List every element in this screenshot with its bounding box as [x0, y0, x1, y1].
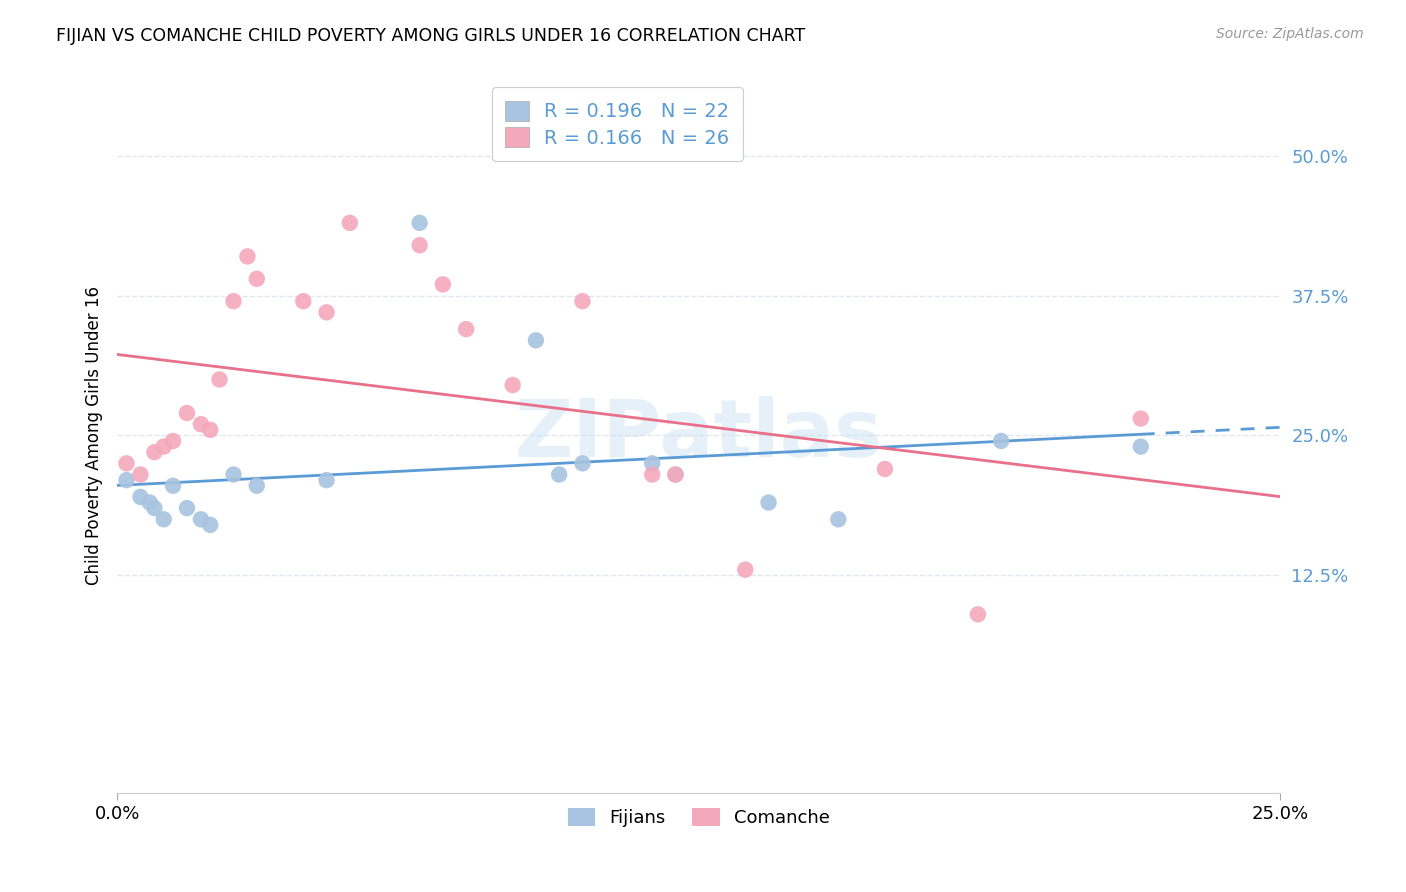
Point	[873, 462, 896, 476]
Y-axis label: Child Poverty Among Girls Under 16: Child Poverty Among Girls Under 16	[86, 286, 103, 585]
Point	[208, 372, 231, 386]
Point	[222, 294, 245, 309]
Point	[641, 456, 664, 470]
Point	[292, 294, 315, 309]
Text: FIJIAN VS COMANCHE CHILD POVERTY AMONG GIRLS UNDER 16 CORRELATION CHART: FIJIAN VS COMANCHE CHILD POVERTY AMONG G…	[56, 27, 806, 45]
Point	[315, 305, 337, 319]
Legend: Fijians, Comanche: Fijians, Comanche	[561, 801, 837, 834]
Point	[200, 423, 222, 437]
Point	[990, 434, 1012, 448]
Point	[190, 512, 212, 526]
Point	[129, 490, 152, 504]
Point	[222, 467, 245, 482]
Point	[432, 277, 454, 292]
Point	[200, 517, 222, 532]
Point	[115, 473, 138, 487]
Point	[115, 456, 138, 470]
Point	[571, 456, 593, 470]
Point	[664, 467, 686, 482]
Point	[548, 467, 571, 482]
Point	[571, 294, 593, 309]
Point	[152, 440, 174, 454]
Point	[524, 334, 547, 348]
Point	[641, 467, 664, 482]
Point	[246, 272, 269, 286]
Point	[190, 417, 212, 432]
Point	[758, 495, 780, 509]
Point	[129, 467, 152, 482]
Text: Source: ZipAtlas.com: Source: ZipAtlas.com	[1216, 27, 1364, 41]
Point	[143, 445, 166, 459]
Point	[176, 406, 198, 420]
Point	[734, 563, 756, 577]
Point	[152, 512, 174, 526]
Point	[339, 216, 361, 230]
Point	[162, 434, 184, 448]
Point	[408, 216, 430, 230]
Point	[1129, 411, 1152, 425]
Point	[176, 501, 198, 516]
Point	[143, 501, 166, 516]
Point	[502, 378, 524, 392]
Point	[236, 249, 259, 263]
Point	[456, 322, 478, 336]
Point	[1129, 440, 1152, 454]
Point	[408, 238, 430, 252]
Point	[967, 607, 990, 622]
Text: ZIPatlas: ZIPatlas	[515, 396, 883, 475]
Point	[139, 495, 162, 509]
Point	[246, 479, 269, 493]
Point	[315, 473, 337, 487]
Point	[162, 479, 184, 493]
Point	[827, 512, 849, 526]
Point	[664, 467, 686, 482]
